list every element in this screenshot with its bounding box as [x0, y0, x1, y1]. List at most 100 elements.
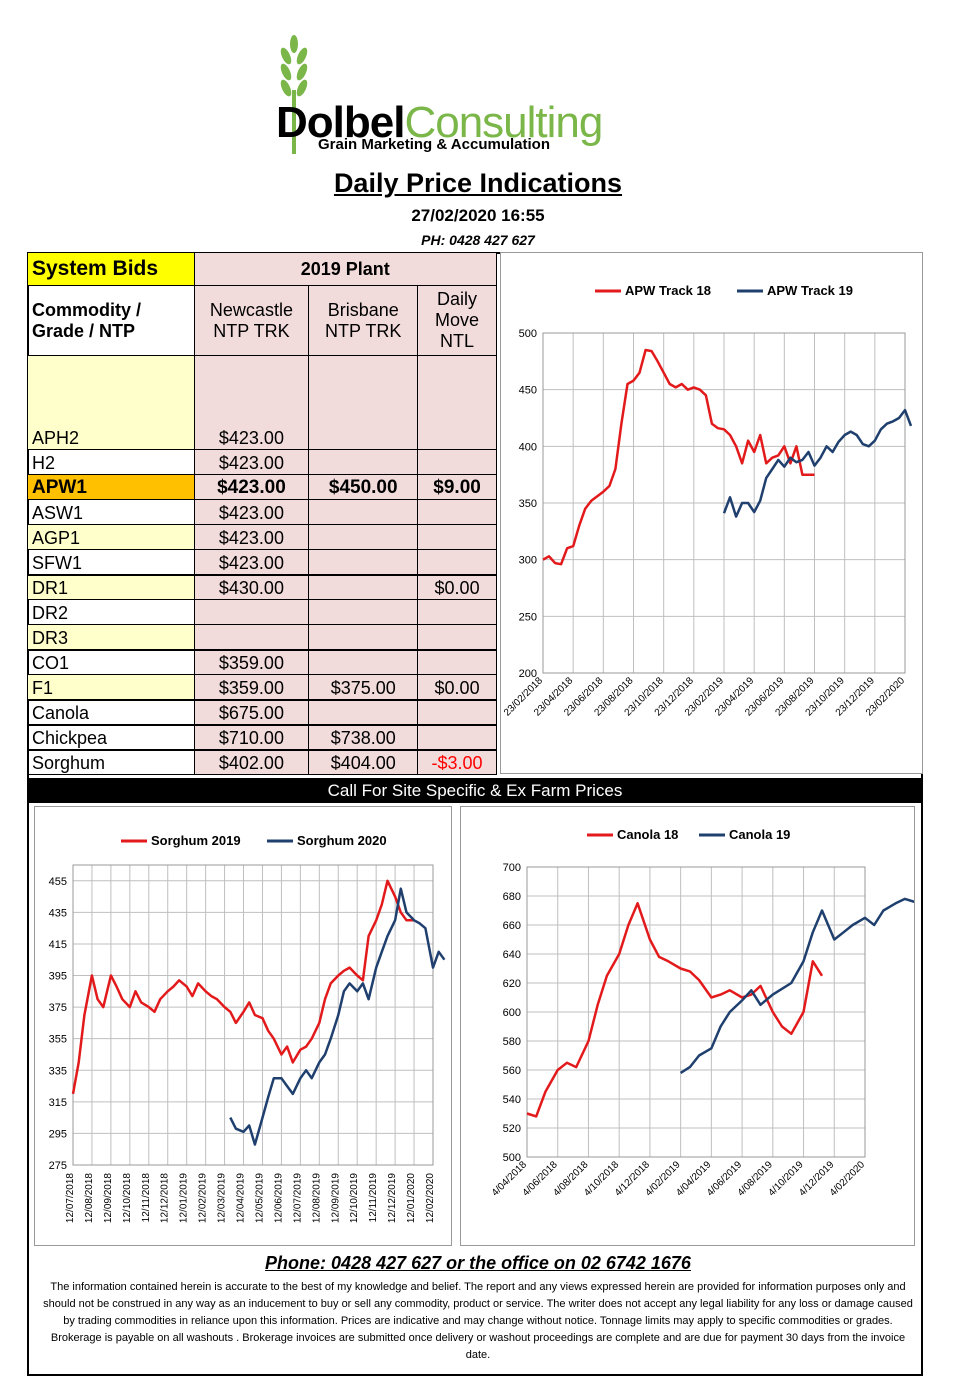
brisbane-price: $738.00 [308, 723, 419, 750]
x-tick-label: 12/11/2018 [141, 1173, 152, 1223]
daily-move [417, 723, 497, 750]
move-header: Daily Move NTL [417, 285, 497, 356]
y-tick-label: 435 [49, 907, 67, 919]
y-tick-label: 400 [519, 441, 537, 453]
table-row: APH2 $423.00 [27, 355, 497, 450]
y-tick-label: 520 [503, 1123, 521, 1135]
x-tick-label: 12/04/2019 [236, 1173, 247, 1223]
logo-tagline: Grain Marketing & Accumulation [318, 136, 550, 153]
phone-header: PH: 0428 427 627 [421, 232, 535, 248]
grade-cell: DR3 [27, 624, 195, 650]
sorghum-chart: 275 295 315 335 355 375 395 415 435 455 12/07/2018… [34, 806, 452, 1246]
newcastle-price: $359.00 [193, 674, 310, 700]
newcastle-price: $675.00 [193, 698, 310, 725]
grade-cell: CO1 [27, 648, 195, 675]
legend-label: Canola 18 [617, 827, 678, 842]
y-tick-label: 355 [49, 1034, 67, 1046]
newcastle-price: $359.00 [193, 648, 310, 675]
plot-area [526, 866, 866, 1158]
grade-cell: SFW1 [27, 549, 195, 575]
legend-label: Sorghum 2020 [297, 833, 387, 848]
brisbane-price [308, 524, 419, 550]
y-tick-label: 415 [49, 939, 67, 951]
newcastle-price: $430.00 [193, 573, 310, 600]
x-tick-label: 12/09/2019 [330, 1173, 341, 1223]
table-row: SFW1 $423.00 [27, 549, 497, 575]
table-row: Sorghum $402.00 $404.00 -$3.00 [27, 748, 497, 775]
grade-cell: Canola [27, 698, 195, 725]
x-tick-label: 12/08/2019 [311, 1173, 322, 1223]
table-row: ASW1 $423.00 [27, 499, 497, 525]
newcastle-price: $423.00 [193, 449, 310, 475]
newcastle-price: $423.00 [193, 524, 310, 550]
x-tick-label: 12/12/2019 [387, 1173, 398, 1223]
x-tick-label: 12/05/2019 [254, 1173, 265, 1223]
daily-move [417, 648, 497, 675]
y-tick-label: 540 [503, 1094, 521, 1106]
logo: DolbelConsulting Grain Marketing & Accum… [262, 30, 642, 165]
x-tick-label: 12/08/2018 [84, 1173, 95, 1223]
newcastle-price: $710.00 [193, 723, 310, 750]
newcastle-price: $423.00 [193, 499, 310, 525]
table-row: F1 $359.00 $375.00 $0.00 [27, 674, 497, 700]
daily-move: -$3.00 [417, 748, 497, 775]
brisbane-price [308, 549, 419, 575]
x-tick-label: 12/01/2020 [406, 1173, 417, 1223]
table-row: Chickpea $710.00 $738.00 [27, 723, 497, 750]
newcastle-price: $402.00 [193, 748, 310, 775]
x-tick-label: 12/03/2019 [217, 1173, 228, 1223]
x-tick-label: 12/07/2018 [65, 1173, 76, 1223]
plot-area [542, 332, 906, 674]
plant-label: 2019 Plant [193, 252, 498, 286]
grade-cell: DR2 [27, 599, 195, 625]
report-datetime: 27/02/2020 16:55 [411, 206, 545, 225]
y-tick-label: 375 [49, 1002, 67, 1014]
y-tick-label: 295 [49, 1128, 67, 1140]
legend-label: Sorghum 2019 [151, 833, 241, 848]
canola-chart: 500 520 540 560 580 600 620 640 660 680 700 4/04/20… [460, 806, 927, 1246]
x-tick-label: 12/10/2018 [122, 1173, 133, 1223]
grade-cell: AGP1 [27, 524, 195, 550]
y-tick-label: 250 [519, 611, 537, 623]
brisbane-header: Brisbane NTP TRK [308, 285, 419, 356]
brisbane-price [308, 573, 419, 600]
phone-footer: Phone: 0428 427 627 or the office on 02 … [265, 1253, 691, 1273]
x-tick-label: 12/01/2019 [179, 1173, 190, 1223]
daily-move [417, 599, 497, 625]
y-tick-label: 560 [503, 1065, 521, 1077]
x-tick-label: 12/07/2019 [292, 1173, 303, 1223]
y-tick-label: 700 [503, 862, 521, 874]
legend-label: APW Track 18 [625, 283, 711, 298]
system-bids-label: System Bids [27, 252, 195, 286]
legend-label: Canola 19 [729, 827, 790, 842]
series-line [722, 408, 913, 518]
grade-cell: F1 [27, 674, 195, 700]
brisbane-price [308, 499, 419, 525]
y-tick-label: 500 [503, 1152, 521, 1164]
grade-cell: Sorghum [27, 748, 195, 775]
y-tick-label: 315 [49, 1097, 67, 1109]
brisbane-price [308, 599, 419, 625]
daily-move [417, 449, 497, 475]
table-row: H2 $423.00 [27, 449, 497, 475]
brisbane-price: $450.00 [308, 474, 419, 500]
plot-area [72, 864, 434, 1166]
y-tick-label: 275 [49, 1160, 67, 1172]
grade-cell: ASW1 [27, 499, 195, 525]
y-tick-label: 660 [503, 920, 521, 932]
grade-cell: DR1 [27, 573, 195, 600]
apw-chart: 200 250 300 350 400 450 500 23/02/2018 23/04/201… [500, 252, 923, 774]
y-tick-label: 455 [49, 876, 67, 888]
series-line [229, 887, 446, 1146]
brisbane-price [308, 624, 419, 650]
y-tick-label: 200 [519, 668, 537, 680]
x-tick-label: 12/10/2019 [349, 1173, 360, 1223]
newcastle-price [193, 599, 310, 625]
daily-move [417, 698, 497, 725]
series-line [679, 897, 927, 1074]
brisbane-price [308, 698, 419, 725]
x-tick-label: 12/02/2020 [425, 1173, 436, 1223]
daily-move: $9.00 [417, 474, 497, 500]
table-row: CO1 $359.00 [27, 648, 497, 675]
x-tick-label: 12/12/2018 [160, 1173, 171, 1223]
